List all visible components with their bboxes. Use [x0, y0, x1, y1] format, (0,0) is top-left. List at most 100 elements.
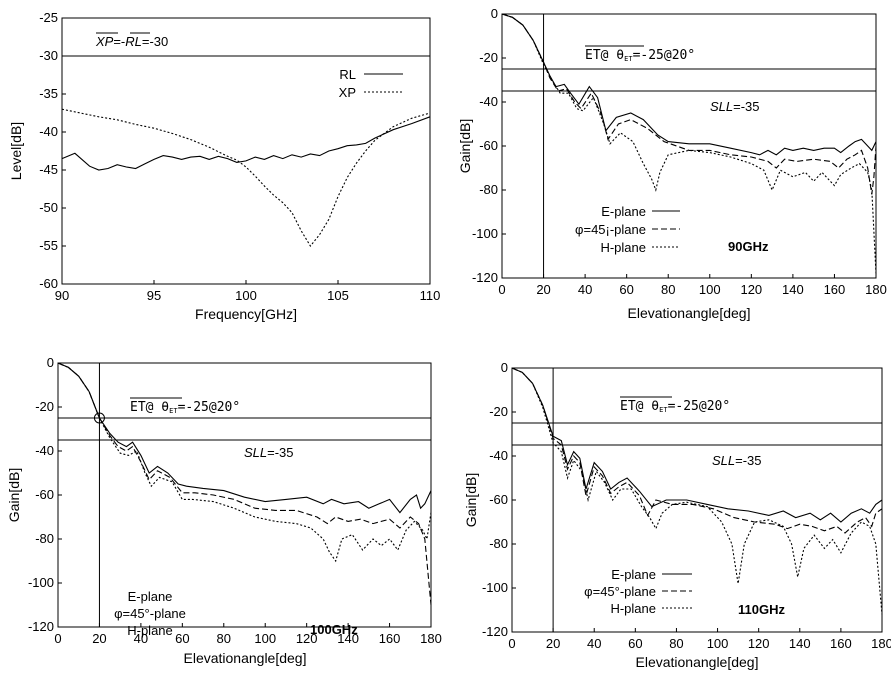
p1-xtick-label-4: 110: [420, 288, 441, 303]
p1-ytick-label-1: -30: [39, 48, 58, 63]
p2-grid-layer: [502, 14, 876, 278]
p3-ytick-label-1: -20: [35, 399, 54, 414]
p1-plot-frame: [61, 17, 431, 285]
p2-ytick-label-6: -120: [472, 270, 498, 285]
p1-ann-rl: RL: [125, 34, 142, 49]
p4-grid-layer: [512, 368, 882, 632]
p3-x-axis-label: Elevationangle[deg]: [184, 650, 307, 666]
p2-ytick-label-3: -60: [479, 138, 498, 153]
p2-xtick-label-0: 0: [498, 282, 505, 297]
p1-xtick-label-3: 105: [327, 288, 349, 303]
p1-xtick-label-0: 90: [55, 288, 69, 303]
p2-sll-rest: =-35: [733, 99, 759, 114]
p1-series-0-line: [61, 116, 431, 171]
p2-ytick-label-0: 0: [491, 6, 498, 21]
p4-ytick-label-2: -40: [489, 448, 508, 463]
p4-ytick-label-3: -60: [489, 492, 508, 507]
p1-ann-xp: XP: [95, 34, 114, 49]
p4-legend-45-label: φ=45°-plane: [584, 584, 656, 599]
p4-xticks: 0 20 40 60 80 100 120 140 160 180: [508, 628, 891, 651]
p3-sll-it: SLL: [244, 445, 267, 460]
p4-et-rest: =-25@20°: [668, 399, 731, 414]
p4-xtick-label-4: 80: [669, 636, 683, 651]
p3-series-0-line: [57, 362, 432, 514]
p3-legend-45-label: φ=45°-plane: [114, 606, 186, 621]
p4-series-2-line: [511, 367, 883, 615]
p3-series-2-line: [57, 362, 432, 563]
p1-ytick-label-0: -25: [39, 10, 58, 25]
p2-xtick-label-1: 20: [536, 282, 550, 297]
p4-frequency-label: 110GHz: [738, 602, 785, 617]
p2-xticks: 0 20 40 60 80 100 120 140 160 180: [498, 274, 887, 297]
p4-yticks: 0 -20 -40 -60 -80 -100 -120: [482, 360, 516, 639]
p2-xtick-label-3: 60: [619, 282, 633, 297]
p4-legend-h-label: H-plane: [610, 601, 656, 616]
p2-legend-h-label: H-plane: [600, 240, 646, 255]
p2-series-0-line: [501, 13, 877, 156]
p2-frequency-label: 90GHz: [728, 239, 769, 254]
p3-et-main: ET@ θ: [130, 400, 169, 415]
p1-xtick-label-2: 100: [235, 288, 257, 303]
p3-ytick-label-6: -120: [28, 619, 54, 634]
p4-sll-label: SLL=-35: [712, 453, 762, 468]
p3-ytick-label-3: -60: [35, 487, 54, 502]
p3-et-label: ET@ θET=-25@20°: [130, 400, 240, 415]
p2-et-main: ET@ θ: [585, 48, 624, 63]
p4-ytick-label-0: 0: [501, 360, 508, 375]
p2-x-axis-label: Elevationangle[deg]: [628, 305, 751, 321]
p1-threshold-label: XP=-RL=-30: [95, 34, 168, 49]
p4-y-axis-label: Gain[dB]: [463, 473, 479, 527]
p2-yticks: 0 -20 -40 -60 -80 -100 -120: [472, 6, 506, 285]
p4-et-label: ET@ θET=-25@20°: [620, 399, 730, 414]
p3-sll-label: SLL=-35: [244, 445, 294, 460]
p2-xtick-label-2: 40: [578, 282, 592, 297]
p3-xtick-label-6: 120: [296, 631, 318, 646]
p4-sll-it: SLL: [712, 453, 735, 468]
p4-xtick-label-7: 140: [789, 636, 811, 651]
p3-xtick-label-9: 180: [420, 631, 442, 646]
p3-xtick-label-4: 80: [217, 631, 231, 646]
p3-xtick-label-8: 160: [379, 631, 401, 646]
p4-sll-rest: =-35: [735, 453, 761, 468]
p3-et-sub: ET: [169, 407, 178, 415]
p1-yticks: -25 -30 -35 -40 -45 -50 -55 -60: [39, 10, 66, 291]
panel-rl-xp: 90 95 100 105 110 -25 -30 -35 -40 -45 -50 -55 -60 F…: [8, 10, 440, 322]
p2-et-label: ET@ θET=-25@20°: [585, 48, 695, 63]
p2-et-sub: ET: [624, 55, 633, 63]
p2-legend-45-label: φ=45¡-plane: [575, 222, 646, 237]
p1-series-1-line: [61, 108, 431, 247]
p3-ytick-label-5: -100: [28, 575, 54, 590]
p2-xtick-label-9: 180: [865, 282, 887, 297]
p3-xtick-label-5: 100: [254, 631, 276, 646]
p4-xtick-label-6: 120: [748, 636, 770, 651]
p2-series-layer: [501, 13, 877, 274]
p3-frequency-label: 100GHz: [310, 622, 358, 637]
p2-et-rest: =-25@20°: [633, 48, 696, 63]
p3-xtick-label-2: 40: [134, 631, 148, 646]
p3-sll-rest: =-35: [267, 445, 293, 460]
p4-xtick-label-8: 160: [830, 636, 852, 651]
p1-xtick-label-1: 95: [147, 288, 161, 303]
panel-100ghz: 0 20 40 60 80 100 120 140 160 180 0 -20 -40 -60 -80 -1…: [6, 355, 442, 666]
p3-xtick-label-1: 20: [92, 631, 106, 646]
p4-xtick-label-3: 60: [628, 636, 642, 651]
p1-ytick-label-5: -50: [39, 200, 58, 215]
p3-series-layer: [57, 362, 432, 606]
panel-90ghz: 0 20 40 60 80 100 120 140 160 180 0 -20 -40 -60 -80 -1…: [457, 6, 887, 321]
p4-series-0-line: [511, 367, 883, 523]
p4-xtick-label-1: 20: [546, 636, 560, 651]
p4-x-axis-label: Elevationangle[deg]: [636, 654, 759, 670]
p3-plot-frame: [57, 362, 432, 628]
p2-ytick-label-4: -80: [479, 182, 498, 197]
p2-xtick-label-6: 120: [740, 282, 762, 297]
p2-legend-e-label: E-plane: [601, 204, 646, 219]
p2-sll-label: SLL=-35: [710, 99, 760, 114]
p3-ytick-label-4: -80: [35, 531, 54, 546]
p3-et-rest: =-25@20°: [178, 400, 241, 415]
p2-xtick-label-4: 80: [661, 282, 675, 297]
p4-ytick-label-6: -120: [482, 624, 508, 639]
p2-xtick-label-8: 160: [824, 282, 846, 297]
p2-ytick-label-5: -100: [472, 226, 498, 241]
p2-y-axis-label: Gain[dB]: [457, 119, 473, 173]
